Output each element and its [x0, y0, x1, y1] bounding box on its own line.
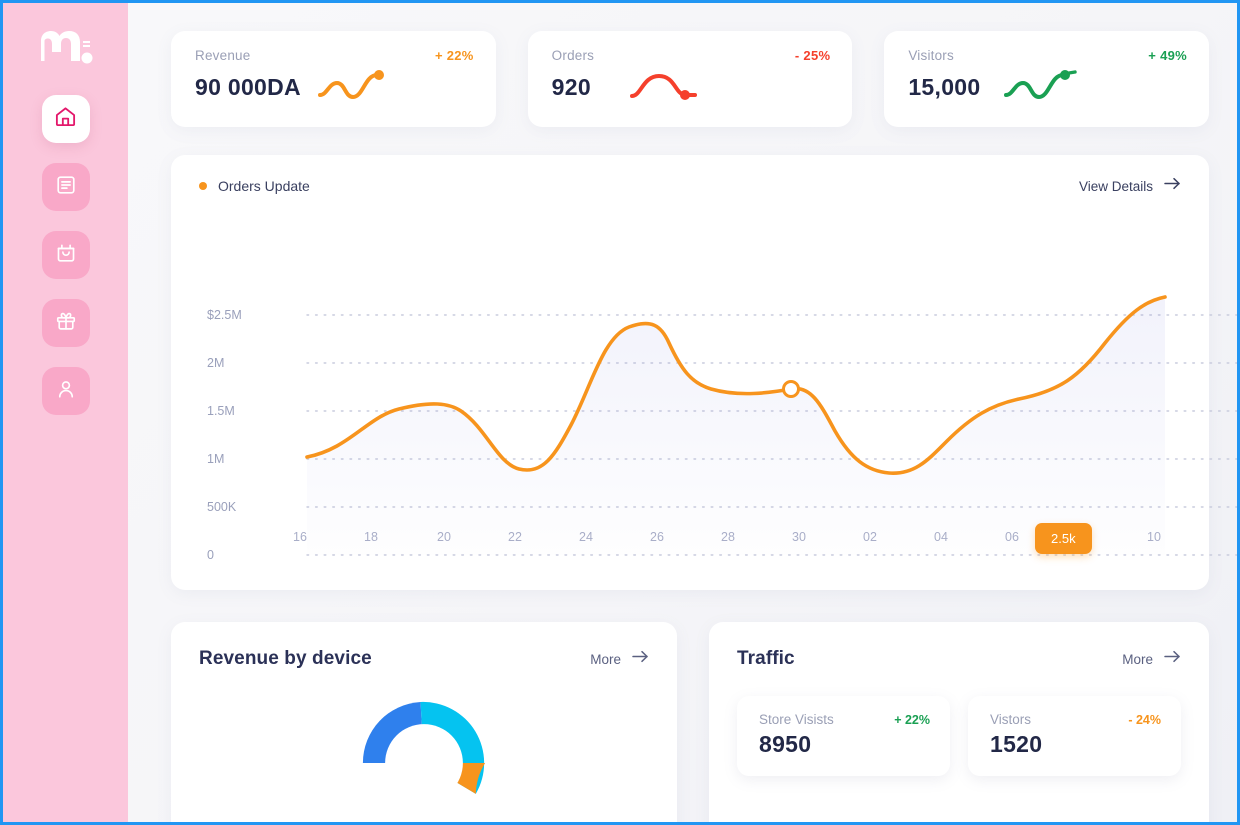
stat-card-header: Orders - 25% [552, 48, 831, 63]
chart-legend: Orders Update [199, 178, 310, 194]
stat-card-body: 920 [552, 67, 831, 108]
visitors-sparkline [1003, 67, 1081, 108]
stat-value: 90 000DA [195, 74, 301, 100]
stat-label: Revenue [195, 48, 251, 63]
y-tick-label: 2M [207, 356, 224, 370]
x-tick-label: 28 [721, 530, 735, 544]
traffic-panel-header: Traffic More [737, 648, 1181, 670]
stat-value: 920 [551, 74, 591, 100]
x-tick-label: 06 [1005, 530, 1019, 544]
sidebar-item-gifts[interactable] [41, 299, 90, 347]
sidebar [3, 3, 128, 822]
chart-header: Orders Update View Details [199, 177, 1181, 195]
arrow-right-icon [632, 650, 649, 668]
stat-delta: + 49% [1148, 48, 1188, 63]
revenue-sparkline [317, 67, 389, 108]
stat-cards-row: Revenue + 22% 90 000DA Orders - [171, 31, 1210, 127]
stat-delta: - 25% [794, 48, 831, 63]
y-tick-label: 0 [207, 548, 214, 562]
orders-update-chart-card: Orders Update View Details [171, 155, 1237, 590]
page-title: Traffic [737, 648, 795, 669]
orders-sparkline [629, 67, 705, 108]
revenue-by-device-card: Revenue by device More [171, 622, 677, 822]
traffic-more-button[interactable]: More [1122, 650, 1181, 668]
stat-card-header: Visitors + 49% [908, 48, 1187, 63]
tile-label: Store Visists [759, 712, 834, 727]
stat-delta: + 22% [434, 48, 474, 63]
tile-value: 8950 [759, 731, 812, 757]
x-tick-label: 04 [934, 530, 948, 544]
stat-label: Visitors [908, 48, 954, 63]
x-tick-label: 30 [792, 530, 806, 544]
home-icon [54, 105, 77, 133]
stat-card-revenue[interactable]: Revenue + 22% 90 000DA [171, 31, 496, 127]
x-tick-label: 20 [437, 530, 451, 544]
stat-card-body: 90 000DA [195, 67, 474, 108]
y-tick-label: $2.5M [207, 308, 242, 322]
bottom-panels-row: Revenue by device More [171, 622, 1209, 822]
x-tick-label: 02 [863, 530, 877, 544]
sidebar-item-orders[interactable] [41, 163, 90, 211]
x-tick-label: 18 [364, 530, 378, 544]
user-icon [55, 378, 77, 405]
more-label: More [1122, 651, 1153, 667]
main-content: Revenue + 22% 90 000DA Orders - [128, 3, 1237, 822]
sidebar-item-home[interactable] [41, 95, 90, 143]
device-more-button[interactable]: More [590, 650, 649, 668]
chart-legend-label: Orders Update [218, 178, 310, 194]
device-panel-header: Revenue by device More [199, 648, 649, 670]
x-tick-label: 26 [650, 530, 664, 544]
x-tick-label: 22 [508, 530, 522, 544]
stat-card-orders[interactable]: Orders - 25% 920 [527, 31, 853, 127]
stat-label: Orders [551, 48, 595, 63]
view-details-label: View Details [1078, 178, 1153, 194]
traffic-tile-visitors[interactable]: Vistors - 24% 1520 [968, 696, 1181, 776]
y-tick-label: 1M [207, 452, 224, 466]
page-title: Revenue by device [199, 648, 372, 669]
y-tick-label: 500K [207, 500, 237, 514]
tile-delta: + 22% [894, 713, 930, 727]
x-tick-label: 16 [293, 530, 307, 544]
traffic-card: Traffic More Store [709, 622, 1209, 822]
legend-dot-icon [199, 182, 207, 190]
chart-tooltip: 2.5k [1035, 523, 1092, 554]
view-details-button[interactable]: View Details [1079, 177, 1181, 195]
stat-card-header: Revenue + 22% [195, 48, 474, 63]
tile-header: Vistors - 24% [990, 712, 1161, 727]
donut-hole [385, 724, 463, 802]
m-logo [34, 25, 98, 69]
stat-card-visitors[interactable]: Visitors + 49% 15,000 [884, 31, 1210, 127]
traffic-tiles: Store Visists + 22% 8950 Vistors - 24% 1… [737, 696, 1181, 776]
tile-label: Vistors [990, 712, 1032, 727]
chart-hover-marker[interactable] [782, 380, 800, 398]
document-icon [55, 174, 77, 201]
sidebar-item-profile[interactable] [41, 367, 90, 415]
sidebar-nav [41, 95, 90, 415]
sidebar-item-products[interactable] [41, 231, 90, 279]
x-tick-label: 10 [1147, 530, 1161, 544]
y-tick-label: 1.5M [207, 404, 235, 418]
chart-plot-area: $2.5M 2M 1.5M 1M 500K 0 [199, 199, 1237, 569]
tile-value: 1520 [990, 731, 1043, 757]
device-donut-chart [199, 688, 649, 822]
orders-line-chart: $2.5M 2M 1.5M 1M 500K 0 [207, 295, 1237, 562]
arrow-right-icon [1164, 177, 1181, 195]
chart-area-fill [307, 299, 1165, 555]
stat-card-body: 15,000 [908, 67, 1187, 108]
dashboard-app: Revenue + 22% 90 000DA Orders - [3, 3, 1237, 822]
more-label: More [590, 651, 621, 667]
traffic-tile-store-visits[interactable]: Store Visists + 22% 8950 [737, 696, 950, 776]
stat-value: 15,000 [908, 74, 981, 100]
chart-line-series [305, 295, 1167, 475]
x-tick-label: 24 [579, 530, 593, 544]
tile-delta: - 24% [1128, 713, 1161, 727]
tile-header: Store Visists + 22% [759, 712, 930, 727]
bag-icon [55, 242, 77, 269]
gift-icon [55, 310, 77, 337]
arrow-right-icon [1164, 650, 1181, 668]
